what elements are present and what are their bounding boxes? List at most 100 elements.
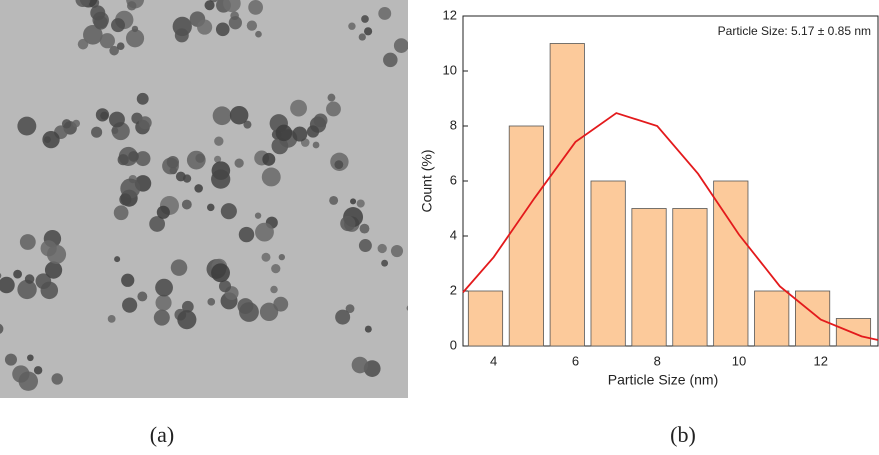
particle	[33, 366, 43, 375]
particle	[127, 1, 137, 11]
particle	[194, 184, 203, 193]
x-tick-label: 6	[572, 353, 579, 368]
particle	[109, 45, 119, 56]
particle	[117, 154, 129, 166]
particle	[329, 195, 339, 205]
particle	[306, 125, 320, 138]
x-tick-label: 8	[654, 353, 661, 368]
particle	[182, 174, 192, 183]
particle	[212, 106, 232, 126]
particle	[348, 22, 356, 30]
particle	[135, 151, 151, 167]
particle	[334, 160, 344, 169]
particle	[83, 25, 103, 45]
particle	[290, 99, 307, 117]
particle	[313, 113, 328, 128]
particle	[137, 291, 148, 302]
particle	[18, 371, 39, 391]
particle	[136, 92, 149, 105]
particle	[207, 298, 216, 306]
particle	[220, 203, 237, 220]
particle	[356, 199, 365, 208]
particle	[275, 124, 293, 142]
particle	[95, 108, 110, 122]
particle	[116, 42, 125, 51]
particle	[215, 22, 230, 37]
particle	[383, 52, 398, 68]
particle	[327, 93, 336, 102]
y-tick-label: 6	[450, 172, 457, 187]
particle	[214, 155, 222, 163]
particle	[411, 311, 428, 328]
particle	[270, 285, 278, 294]
particle	[174, 28, 189, 43]
particle	[340, 215, 356, 232]
particle	[237, 298, 254, 315]
particle	[125, 29, 145, 48]
particle	[51, 373, 63, 385]
particle	[358, 33, 366, 41]
particle	[75, 0, 91, 8]
tem-image	[0, 0, 408, 398]
particle	[228, 16, 242, 30]
particle	[42, 130, 60, 149]
particle	[351, 356, 369, 374]
x-axis-label: Particle Size (nm)	[608, 372, 718, 388]
particle	[19, 234, 36, 250]
particle	[234, 158, 244, 168]
particle	[90, 5, 106, 21]
particle	[214, 136, 224, 146]
particle	[261, 167, 281, 187]
bar	[713, 180, 749, 347]
particle	[361, 15, 369, 23]
y-tick-label: 2	[450, 282, 457, 297]
particle	[155, 278, 173, 297]
particle	[119, 193, 132, 206]
particle	[248, 0, 263, 15]
particle	[261, 252, 271, 262]
particle	[204, 0, 215, 11]
particle	[111, 18, 125, 33]
particle	[138, 116, 152, 130]
particle	[246, 20, 258, 31]
particle	[177, 310, 197, 330]
particle	[406, 305, 408, 311]
particle	[393, 38, 408, 53]
particle	[155, 294, 172, 311]
x-tick-label: 10	[732, 353, 746, 368]
y-tick-label: 8	[450, 117, 457, 132]
particle	[72, 119, 80, 128]
particle	[153, 309, 170, 326]
particle	[46, 244, 67, 264]
particle	[223, 0, 241, 13]
bar	[754, 290, 790, 347]
particle	[0, 273, 2, 279]
particle	[149, 216, 166, 232]
particle	[131, 25, 139, 33]
particle	[181, 300, 194, 313]
particle	[77, 38, 89, 50]
particle	[292, 126, 308, 142]
particle	[359, 223, 370, 234]
particle	[350, 198, 357, 205]
caption: (a)	[150, 422, 174, 447]
bar	[631, 208, 667, 347]
particle	[61, 119, 72, 129]
particle	[364, 27, 373, 36]
particle	[262, 152, 276, 166]
particle	[278, 253, 285, 261]
particle	[156, 205, 170, 219]
caption: (b)	[670, 422, 696, 447]
particle	[0, 276, 15, 294]
particle	[108, 111, 125, 128]
fit-curve	[462, 112, 879, 341]
particle	[114, 256, 121, 263]
particle	[211, 169, 231, 189]
bar	[508, 125, 544, 347]
particle	[91, 126, 103, 138]
particle	[207, 203, 215, 212]
x-tick-label: 12	[814, 353, 828, 368]
particle	[326, 101, 341, 117]
particle	[254, 212, 262, 219]
